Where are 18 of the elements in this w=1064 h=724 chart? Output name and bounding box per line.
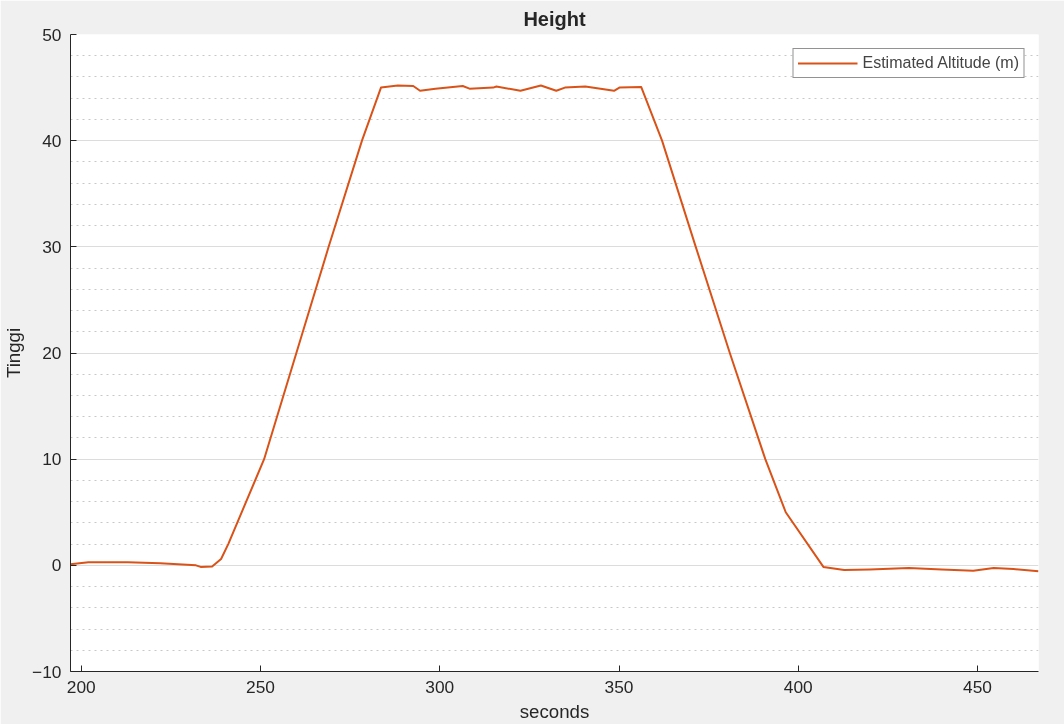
chart-title: Height — [523, 7, 586, 30]
x-tick-label: 300 — [425, 676, 455, 697]
x-axis-title: seconds — [519, 700, 590, 722]
legend-label: Estimated Altitude (m) — [862, 54, 1019, 72]
y-tick-label: 20 — [42, 343, 62, 363]
y-tick-label: 50 — [42, 24, 62, 45]
line-series — [70, 84, 1039, 573]
y-axis-title: Tinggi — [3, 327, 25, 379]
y-tick-label: 10 — [42, 449, 62, 470]
y-tick-label: 30 — [42, 236, 62, 257]
x-tick-label: 200 — [66, 676, 96, 697]
x-tick-label: 450 — [963, 676, 993, 697]
x-tick-label: 350 — [604, 676, 634, 697]
y-tick-label: 0 — [51, 555, 62, 576]
x-tick-label: 250 — [246, 676, 275, 697]
y-tick-label: −10 — [32, 661, 62, 682]
x-tick-label: 400 — [783, 676, 813, 697]
y-tick-label: 40 — [42, 130, 62, 151]
